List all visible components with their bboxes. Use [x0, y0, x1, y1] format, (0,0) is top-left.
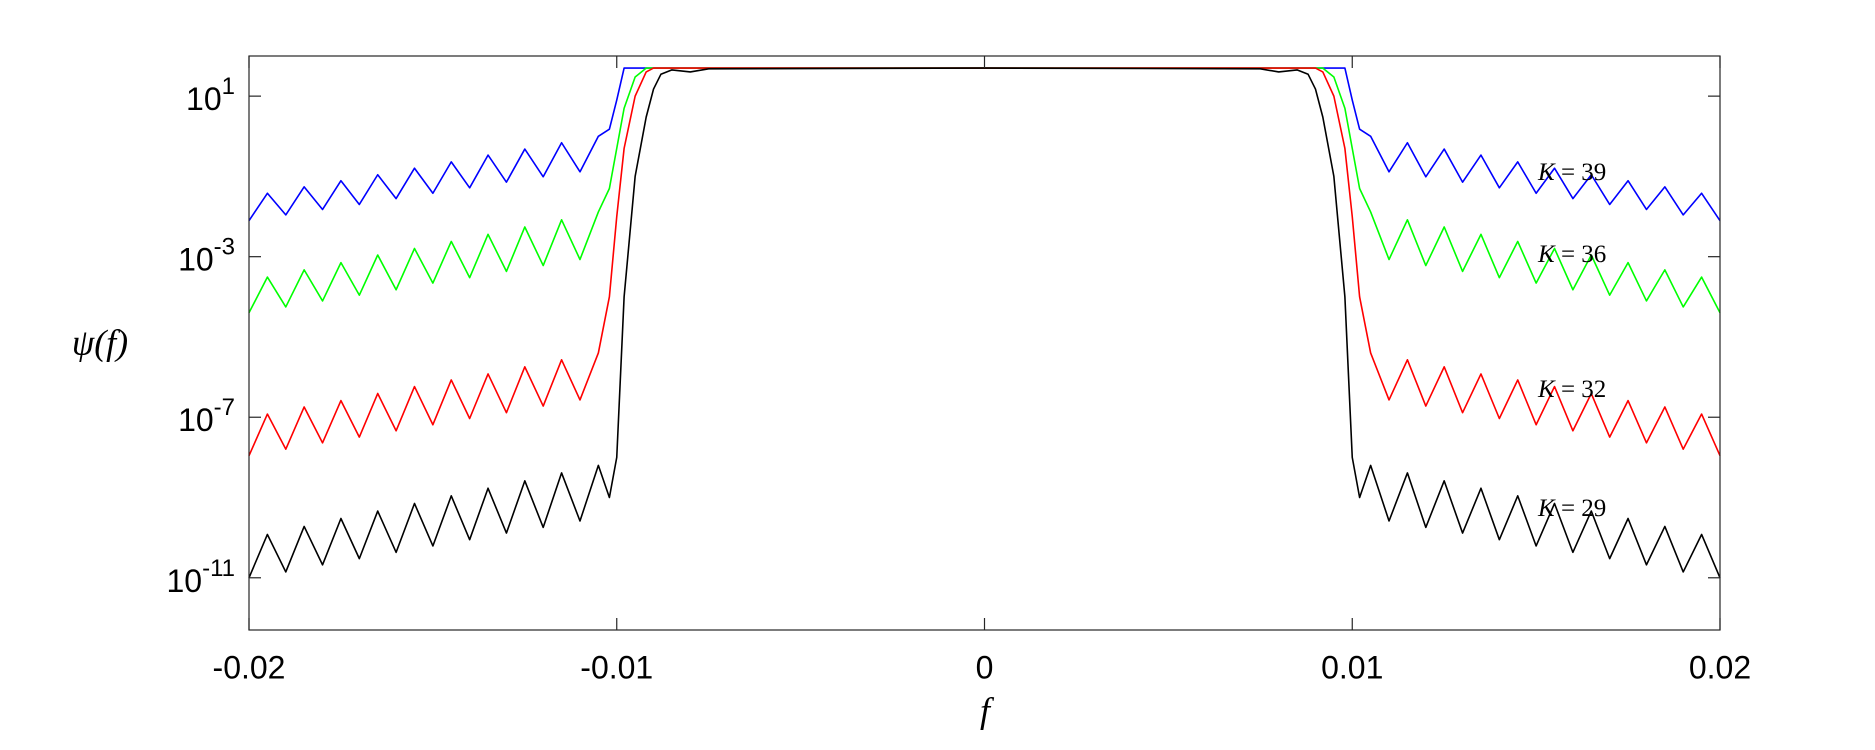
axes-box — [248, 55, 1721, 631]
series-label: K = 36 — [1537, 241, 1606, 268]
y-tick-label: 10-7 — [178, 395, 235, 439]
plot-area — [248, 67, 1721, 579]
series-line — [248, 67, 1721, 579]
series-line — [248, 67, 1721, 222]
y-tick-label: 10-3 — [178, 234, 235, 278]
series-label: K = 29 — [1537, 495, 1606, 522]
x-axis-label: f — [980, 690, 995, 730]
series-label: K = 32 — [1537, 376, 1606, 403]
x-tick-label: -0.01 — [580, 649, 653, 685]
y-tick-label: 10-11 — [167, 555, 236, 599]
x-tick-label: 0 — [976, 649, 994, 685]
x-tick-label: 0.01 — [1321, 649, 1383, 685]
x-tick-label: -0.02 — [213, 649, 286, 685]
series-line — [248, 67, 1721, 457]
series-label: K = 39 — [1537, 159, 1606, 186]
y-tick-label: 101 — [186, 73, 235, 117]
x-tick-label: 0.02 — [1689, 649, 1751, 685]
y-axis-label: ψ(f) — [72, 322, 128, 362]
series-line — [248, 67, 1721, 314]
